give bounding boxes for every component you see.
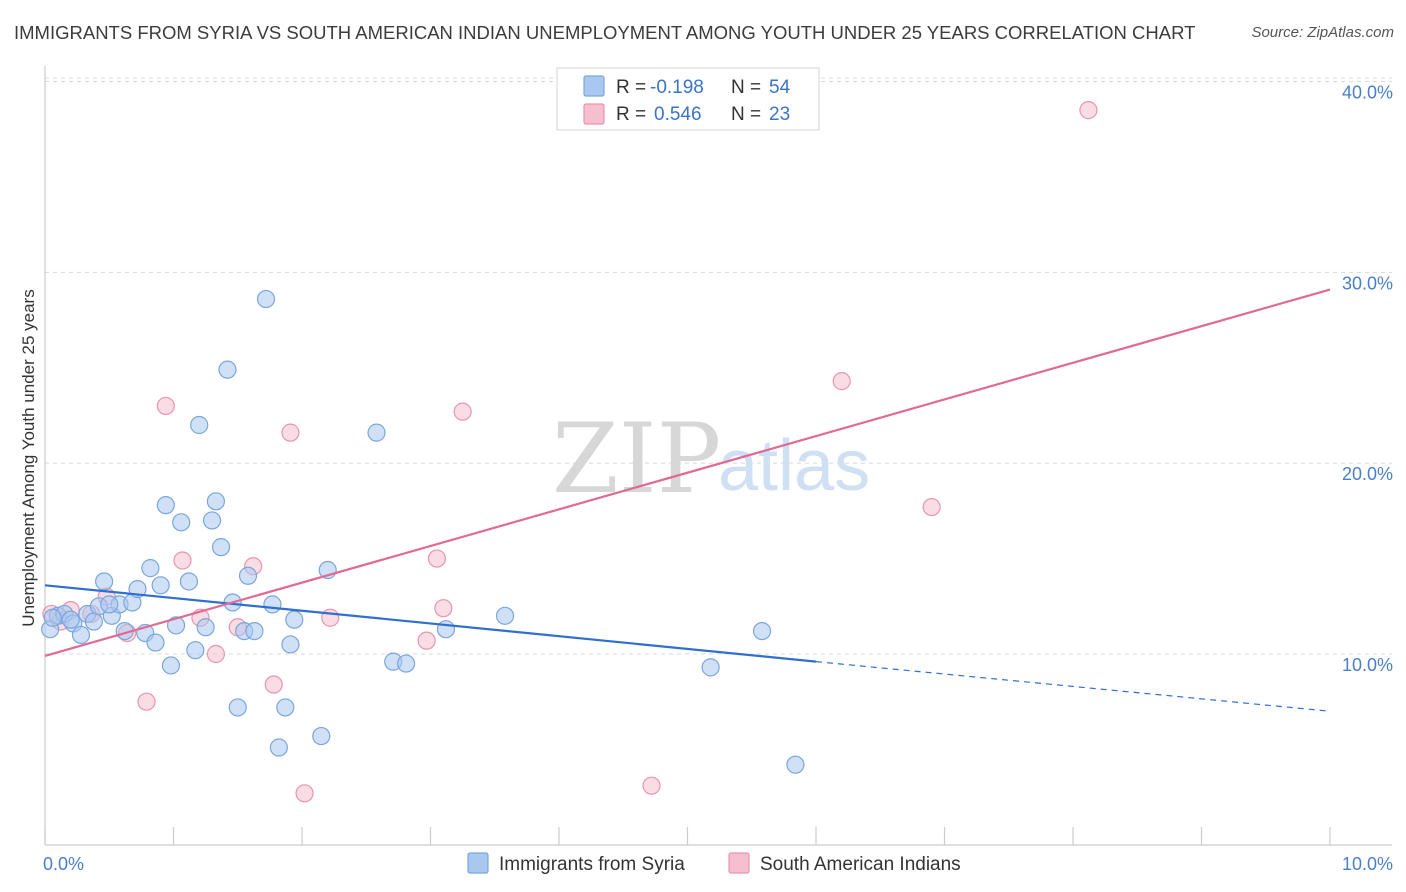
- point-syria: [206, 492, 226, 511]
- point-syria: [141, 559, 160, 578]
- trend-line-syria-extension: [815, 661, 1331, 712]
- bottom-legend-swatch-sai: [728, 852, 750, 874]
- point-south-american-indian: [453, 402, 472, 421]
- point-syria: [752, 621, 772, 641]
- point-syria: [196, 618, 215, 637]
- point-syria: [186, 641, 205, 660]
- trend-line-syria: [44, 584, 817, 663]
- legend-r-value-2: 0.546: [654, 104, 702, 125]
- point-syria: [95, 572, 114, 591]
- y-tick-label: 30.0%: [1342, 273, 1393, 293]
- point-syria: [285, 610, 304, 629]
- point-south-american-indian: [137, 692, 156, 711]
- point-south-american-indian: [281, 423, 300, 442]
- legend-swatch-pink: [583, 103, 605, 125]
- y-tick-label: 20.0%: [1342, 464, 1393, 484]
- x-tick-label-max: 10.0%: [1342, 854, 1393, 874]
- point-syria: [238, 566, 258, 585]
- point-syria: [256, 289, 276, 309]
- legend-n-value-1: 54: [769, 77, 791, 98]
- legend-r-label-1: R =: [616, 77, 646, 98]
- point-syria: [245, 621, 264, 641]
- point-south-american-indian: [173, 551, 192, 570]
- point-syria: [228, 698, 247, 717]
- point-syria: [202, 511, 222, 530]
- point-syria: [367, 423, 386, 442]
- y-axis-label: Unemployment Among Youth under 25 years: [19, 289, 38, 626]
- legend-swatch-blue: [583, 75, 605, 97]
- x-tick-label-min: 0.0%: [43, 854, 84, 874]
- point-syria: [161, 656, 181, 675]
- point-syria: [84, 612, 103, 631]
- point-syria: [701, 658, 720, 677]
- point-syria: [436, 620, 456, 639]
- point-syria: [43, 608, 62, 627]
- point-syria: [786, 755, 805, 774]
- source-credit: Source: ZipAtlas.com: [1251, 24, 1394, 41]
- point-south-american-indian: [642, 776, 661, 795]
- point-syria: [312, 726, 331, 746]
- point-syria: [146, 633, 165, 652]
- trend-line-south-american-indian: [44, 288, 1331, 657]
- point-syria: [61, 610, 80, 629]
- correlation-legend: R = -0.198 N = 54 R = 0.546 N = 23: [556, 67, 820, 131]
- point-syria: [151, 576, 170, 595]
- points-layer: [41, 101, 1098, 803]
- tick-labels-layer: 10.0% 20.0% 30.0% 40.0% 0.0% 10.0%: [43, 83, 1393, 875]
- point-south-american-indian: [427, 549, 447, 568]
- point-south-american-indian: [206, 644, 226, 664]
- point-syria: [172, 513, 191, 532]
- watermark-zip: ZIP: [552, 403, 721, 515]
- point-syria: [218, 360, 237, 379]
- trend-lines-layer: [44, 288, 1331, 712]
- point-south-american-indian: [264, 675, 283, 694]
- bottom-legend-label-sai: South American Indians: [760, 854, 961, 875]
- point-syria: [190, 415, 209, 435]
- point-syria: [281, 635, 300, 654]
- watermark: ZIP atlas: [552, 403, 870, 515]
- point-south-american-indian: [321, 608, 340, 627]
- point-syria: [396, 654, 416, 673]
- bottom-legend-label-syria: Immigrants from Syria: [499, 854, 685, 875]
- point-syria: [211, 538, 231, 557]
- series-legend: Immigrants from Syria South American Ind…: [467, 852, 961, 875]
- legend-r-label-2: R =: [616, 104, 646, 125]
- y-tick-label: 10.0%: [1342, 655, 1393, 675]
- point-syria: [263, 595, 282, 614]
- point-south-american-indian: [832, 372, 851, 391]
- point-syria: [71, 625, 91, 645]
- chart-title: IMMIGRANTS FROM SYRIA VS SOUTH AMERICAN …: [14, 22, 1196, 43]
- legend-n-label-1: N =: [731, 77, 761, 98]
- legend-r-value-1: -0.198: [650, 77, 704, 98]
- point-syria: [156, 496, 175, 515]
- watermark-atlas: atlas: [718, 426, 870, 506]
- y-tick-label: 40.0%: [1342, 83, 1393, 103]
- bottom-legend-swatch-syria: [467, 852, 489, 874]
- point-syria: [179, 572, 199, 591]
- legend-n-label-2: N =: [731, 104, 761, 125]
- point-south-american-indian: [434, 599, 453, 618]
- point-syria: [100, 595, 119, 614]
- axes-layer: [44, 66, 1392, 846]
- point-south-american-indian: [295, 784, 314, 803]
- point-south-american-indian: [922, 497, 941, 517]
- point-syria: [495, 606, 515, 625]
- legend-n-value-2: 23: [769, 104, 790, 125]
- point-syria: [276, 698, 295, 717]
- point-syria: [166, 616, 186, 635]
- point-south-american-indian: [1079, 101, 1098, 120]
- point-syria: [269, 738, 288, 757]
- point-south-american-indian: [156, 396, 175, 416]
- point-south-american-indian: [417, 631, 436, 650]
